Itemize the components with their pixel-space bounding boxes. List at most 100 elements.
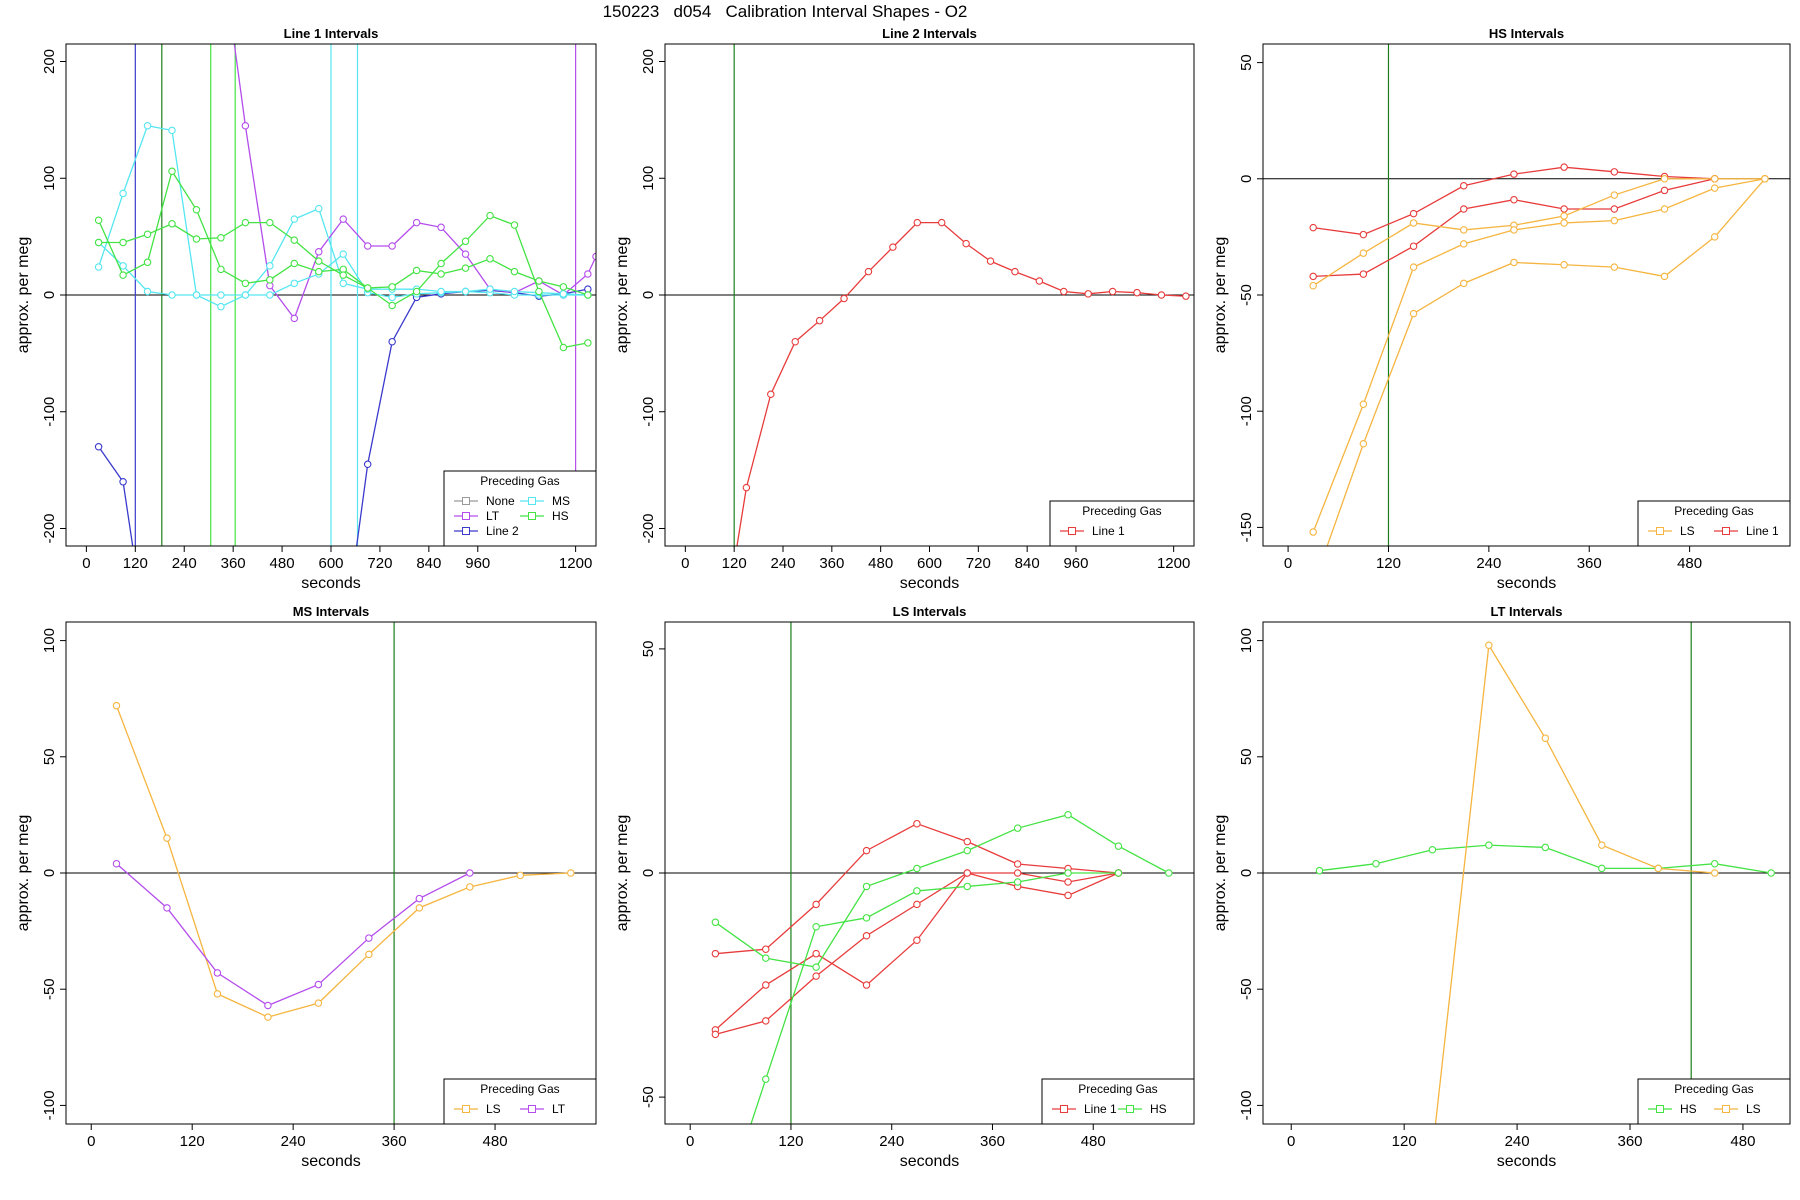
x-tick-label: 0 bbox=[1284, 555, 1292, 572]
data-point bbox=[339, 215, 347, 223]
x-tick-label: 360 bbox=[1618, 1133, 1643, 1150]
y-tick-label: -100 bbox=[41, 397, 58, 427]
data-point bbox=[1610, 168, 1619, 176]
data-point bbox=[1710, 859, 1719, 868]
legend-entry: LS bbox=[486, 1102, 501, 1116]
x-tick-label: 120 bbox=[1376, 555, 1401, 572]
y-tick-label: 50 bbox=[41, 748, 58, 765]
data-point bbox=[217, 265, 225, 274]
data-point bbox=[119, 271, 127, 279]
legend-marker bbox=[1722, 527, 1730, 535]
data-point bbox=[316, 642, 322, 648]
data-point bbox=[363, 242, 372, 250]
data-point bbox=[143, 230, 152, 239]
data-point bbox=[1510, 226, 1518, 234]
data-point bbox=[913, 887, 921, 895]
data-point bbox=[1011, 267, 1019, 276]
data-point bbox=[119, 478, 127, 486]
y-tick-label: -50 bbox=[1238, 978, 1255, 1000]
data-point bbox=[1428, 846, 1437, 854]
x-axis-label: seconds bbox=[1497, 1153, 1557, 1170]
y-tick-label: -50 bbox=[640, 1086, 657, 1108]
data-point bbox=[143, 258, 152, 267]
x-tick-label: 360 bbox=[382, 1133, 407, 1150]
legend-marker bbox=[1068, 527, 1076, 535]
data-point bbox=[340, 642, 346, 648]
data-point bbox=[812, 900, 820, 909]
series-line-ls bbox=[1312, 178, 1765, 287]
legend-entry: Line 1 bbox=[1084, 1102, 1117, 1116]
data-point bbox=[510, 267, 519, 276]
data-point bbox=[963, 846, 972, 855]
data-point bbox=[241, 218, 250, 227]
data-point bbox=[461, 287, 470, 296]
x-tick-label: 360 bbox=[980, 1133, 1005, 1150]
data-point bbox=[1157, 291, 1166, 299]
data-point bbox=[290, 236, 299, 244]
data-point bbox=[461, 264, 470, 272]
y-tick-label: 0 bbox=[41, 869, 58, 877]
data-point bbox=[559, 283, 568, 291]
data-point bbox=[94, 216, 103, 225]
data-point bbox=[143, 121, 152, 130]
data-point bbox=[1359, 249, 1368, 257]
data-point bbox=[339, 271, 347, 279]
data-point bbox=[112, 701, 121, 710]
data-point bbox=[711, 1030, 720, 1039]
data-point bbox=[535, 277, 543, 285]
plot-area bbox=[665, 44, 1194, 546]
data-point bbox=[193, 642, 199, 648]
y-tick-label: 50 bbox=[1238, 748, 1255, 765]
data-point bbox=[1114, 842, 1123, 850]
data-point bbox=[535, 287, 543, 296]
data-point bbox=[711, 949, 720, 958]
x-tick-label: 120 bbox=[180, 1133, 205, 1150]
plot-frame bbox=[1262, 43, 1791, 547]
y-tick-label: 50 bbox=[640, 641, 657, 658]
x-tick-label: 240 bbox=[1505, 1133, 1530, 1150]
y-tick-label: -100 bbox=[1238, 1090, 1255, 1120]
data-point bbox=[862, 846, 871, 855]
data-point bbox=[169, 642, 175, 648]
data-point bbox=[461, 250, 470, 258]
x-tick-label: 240 bbox=[879, 1133, 904, 1150]
data-point bbox=[412, 218, 421, 227]
data-point bbox=[1460, 182, 1468, 190]
y-tick-label: 200 bbox=[41, 49, 58, 74]
data-point bbox=[168, 291, 176, 299]
panel-5: LS Intervals 0 120 240 360 480 seconds -50 0 50 ap… bbox=[614, 604, 1195, 1170]
data-point bbox=[1409, 219, 1418, 227]
data-point bbox=[290, 279, 299, 288]
y-tick-label: 0 bbox=[1238, 869, 1255, 877]
legend-entry: MS bbox=[552, 494, 570, 508]
data-point bbox=[986, 257, 995, 265]
data-point bbox=[437, 287, 445, 296]
data-point bbox=[339, 279, 347, 288]
panel-2: Line 2 Intervals 0 120 240 360 480 600 720 840 96… bbox=[614, 26, 1195, 592]
data-point bbox=[1560, 163, 1568, 171]
x-tick-label: 480 bbox=[868, 555, 893, 572]
data-point bbox=[516, 871, 525, 880]
series-line-ls bbox=[1434, 643, 1715, 1124]
series-line-ls bbox=[1312, 178, 1766, 533]
data-point bbox=[1610, 191, 1619, 199]
x-tick-label: 120 bbox=[722, 555, 747, 572]
panel-6: LT Intervals 0 120 240 360 480 seconds -100 -50 0… bbox=[1212, 604, 1791, 1170]
data-point bbox=[1013, 860, 1022, 868]
data-point bbox=[762, 954, 770, 962]
data-point bbox=[217, 291, 225, 299]
data-point bbox=[1114, 869, 1123, 877]
data-point bbox=[437, 259, 445, 268]
x-tick-label: 360 bbox=[221, 555, 246, 572]
data-point bbox=[1485, 841, 1493, 849]
data-point bbox=[437, 270, 445, 278]
data-point bbox=[812, 949, 820, 958]
x-tick-label: 600 bbox=[318, 555, 343, 572]
data-point bbox=[1460, 226, 1468, 234]
y-axis-label: approx. per meg bbox=[1212, 815, 1229, 932]
series-line-ls bbox=[1326, 178, 1766, 546]
data-point bbox=[1108, 287, 1117, 296]
data-point bbox=[711, 918, 720, 927]
legend-marker bbox=[1722, 1105, 1730, 1113]
